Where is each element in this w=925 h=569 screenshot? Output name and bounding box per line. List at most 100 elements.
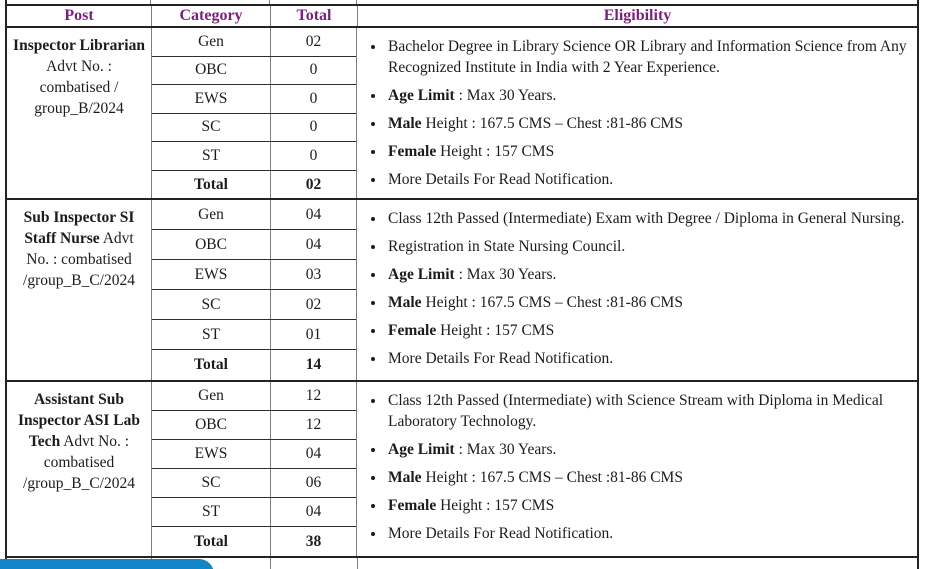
category-label: OBC (152, 411, 271, 439)
vacancy-count: 04 (305, 503, 322, 520)
category-label: OBC (152, 56, 271, 84)
eligibility-item: Class 12th Passed (Intermediate) with Sc… (386, 390, 907, 432)
vacancy-count: 04 (305, 205, 322, 223)
post-section: Inspector Librarian Advt No. : combatise… (7, 28, 917, 200)
vacancy-count: 01 (305, 325, 322, 343)
category-row: ST 0 (152, 142, 356, 171)
table-grid-tick (5, 0, 7, 4)
eligibility-bold: Male (388, 469, 422, 486)
eligibility-item: Male Height : 167.5 CMS – Chest :81-86 C… (386, 467, 907, 488)
vacancy-count: 04 (305, 235, 322, 253)
eligibility-bold: Male (388, 115, 422, 132)
table-header-row: Post Category Total Eligibility (7, 6, 917, 28)
eligibility-list: Class 12th Passed (Intermediate) with Sc… (365, 390, 907, 544)
post-details: Advt No. : combatised / group_B/2024 (34, 58, 124, 117)
vacancy-count: 0 (309, 61, 318, 79)
eligibility-item: Male Height : 167.5 CMS – Chest :81-86 C… (386, 292, 907, 313)
eligibility-bold: Age Limit (388, 441, 455, 458)
category-row: EWS 03 (152, 260, 356, 290)
eligibility-text: Height : 157 CMS (436, 143, 555, 160)
eligibility-text: Height : 167.5 CMS – Chest :81-86 CMS (421, 115, 683, 132)
post-title: Inspector Librarian (13, 37, 145, 54)
eligibility-text: Height : 167.5 CMS – Chest :81-86 CMS (421, 294, 683, 311)
category-label: SC (152, 469, 271, 497)
category-row: EWS 0 (152, 85, 356, 114)
post-title: Sub Inspector SI Staff Nurse (23, 209, 135, 247)
post-cell: Sub Inspector SI Staff Nurse Advt No. : … (7, 200, 151, 380)
post-cell: Assistant Sub Inspector ASI Lab Tech Adv… (7, 382, 151, 556)
vacancy-count: 02 (305, 32, 322, 50)
column-header-eligibility: Eligibility (357, 6, 917, 26)
vacancy-count: 0 (309, 146, 318, 164)
table-grid-tick (917, 0, 919, 4)
vacancy-count: 02 (305, 295, 322, 313)
post-cell: Inspector Librarian Advt No. : combatise… (7, 28, 151, 198)
eligibility-item: Age Limit : Max 30 Years. (386, 439, 907, 460)
category-label: Total (152, 170, 271, 198)
category-label: SC (152, 290, 271, 319)
eligibility-bold: Female (388, 322, 437, 339)
eligibility-cell: Bachelor Degree in Library Science OR Li… (357, 28, 917, 198)
table-grid-tick (269, 0, 270, 4)
eligibility-text: : Max 30 Years. (454, 87, 557, 104)
category-label: EWS (152, 85, 271, 113)
column-header-post: Post (64, 7, 94, 24)
eligibility-bold: Female (388, 497, 437, 514)
post-details: Advt No. : combatised /group_B_C/2024 (23, 433, 135, 492)
category-row: SC 06 (152, 469, 356, 498)
bottom-blue-ribbon[interactable] (0, 559, 214, 569)
category-label: Total (152, 527, 271, 556)
post-section: Sub Inspector SI Staff Nurse Advt No. : … (7, 200, 917, 382)
eligibility-list: Bachelor Degree in Library Science OR Li… (365, 36, 907, 190)
category-label: SC (152, 113, 271, 141)
vacancy-count: 12 (305, 416, 322, 433)
category-total-block: Gen 12 OBC 12 EWS 04 SC 06 ST 04 (151, 382, 357, 556)
eligibility-list: Class 12th Passed (Intermediate) Exam wi… (365, 208, 907, 369)
eligibility-text: : Max 30 Years. (454, 441, 557, 458)
category-total-row: Total 14 (152, 350, 356, 380)
category-total-row: Total 02 (152, 170, 356, 198)
category-label: Gen (152, 382, 271, 410)
eligibility-bold: Female (388, 143, 437, 160)
eligibility-item: More Details For Read Notification. (386, 348, 907, 369)
eligibility-item: Bachelor Degree in Library Science OR Li… (386, 36, 907, 78)
eligibility-text: More Details For Read Notification. (388, 350, 614, 367)
eligibility-cell: Class 12th Passed (Intermediate) Exam wi… (357, 200, 917, 380)
vacancy-count: 12 (305, 387, 322, 404)
eligibility-bold: Age Limit (388, 87, 455, 104)
eligibility-text: More Details For Read Notification. (388, 525, 614, 542)
eligibility-item: Class 12th Passed (Intermediate) Exam wi… (386, 208, 907, 229)
category-total-block: Gen 04 OBC 04 EWS 03 SC 02 ST 01 (151, 200, 357, 380)
vacancy-count: 14 (305, 356, 322, 373)
eligibility-item: Age Limit : Max 30 Years. (386, 264, 907, 285)
category-label: EWS (152, 260, 271, 289)
category-label: ST (152, 320, 271, 349)
category-row: EWS 04 (152, 440, 356, 469)
eligibility-item: Age Limit : Max 30 Years. (386, 85, 907, 106)
column-header-total: Total (270, 6, 357, 26)
eligibility-text: Bachelor Degree in Library Science OR Li… (388, 38, 907, 76)
table-grid-tick (356, 0, 357, 4)
category-row: SC 02 (152, 290, 356, 320)
category-label: ST (152, 142, 271, 170)
vacancy-count: 0 (309, 118, 318, 136)
vacancy-count: 04 (305, 445, 322, 462)
category-label: OBC (152, 230, 271, 259)
vacancy-count: 03 (305, 265, 322, 283)
eligibility-text: More Details For Read Notification. (388, 171, 614, 188)
eligibility-item: More Details For Read Notification. (386, 523, 907, 544)
category-label: ST (152, 498, 271, 526)
eligibility-item: Male Height : 167.5 CMS – Chest :81-86 C… (386, 113, 907, 134)
category-row: SC 0 (152, 113, 356, 142)
eligibility-text: Height : 157 CMS (436, 497, 555, 514)
total-cell-empty (270, 558, 357, 569)
category-row: ST 04 (152, 498, 356, 527)
category-row: OBC 04 (152, 230, 356, 260)
recruitment-table: Post Category Total Eligibility Inspecto… (5, 4, 919, 569)
category-row: Gen 12 (152, 382, 356, 411)
vacancy-count: 06 (305, 474, 322, 491)
category-label: Gen (152, 28, 271, 56)
category-total-block: Gen 02 OBC 0 EWS 0 SC 0 ST 0 (151, 28, 357, 198)
eligibility-text: Class 12th Passed (Intermediate) with Sc… (388, 392, 884, 430)
